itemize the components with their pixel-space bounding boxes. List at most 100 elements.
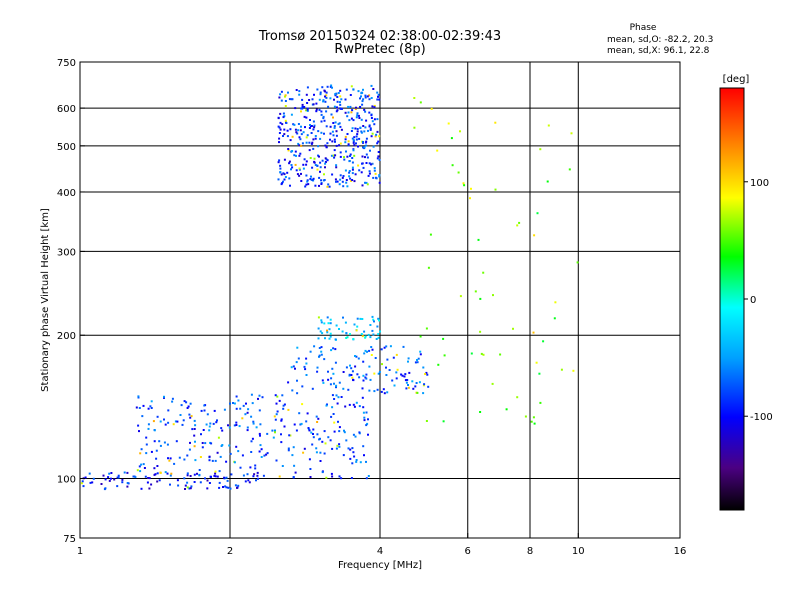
data-point: [324, 442, 327, 445]
data-point: [233, 424, 236, 427]
data-point: [339, 101, 341, 104]
colorbar-label: [deg]: [723, 74, 750, 85]
data-point: [304, 126, 306, 129]
data-point: [193, 419, 196, 422]
data-point: [259, 444, 262, 447]
data-point: [339, 155, 342, 158]
data-point: [362, 125, 365, 127]
data-point: [300, 144, 303, 147]
data-point: [416, 391, 419, 394]
data-point: [346, 115, 349, 118]
data-point: [323, 452, 326, 455]
data-point: [361, 155, 364, 158]
data-point: [351, 172, 354, 175]
data-point: [292, 123, 295, 126]
data-point: [336, 109, 339, 112]
data-point: [306, 109, 309, 112]
data-point: [335, 384, 338, 387]
data-point: [351, 179, 354, 181]
data-points: [80, 84, 579, 491]
data-point: [284, 105, 287, 107]
data-point: [482, 353, 485, 356]
data-point: [378, 135, 381, 138]
data-point: [199, 481, 202, 484]
data-point: [175, 440, 178, 443]
data-point: [301, 142, 304, 145]
data-point: [329, 85, 332, 88]
data-point: [235, 407, 238, 410]
data-point: [180, 404, 183, 407]
data-point: [322, 115, 325, 118]
data-point: [150, 483, 153, 486]
data-point: [391, 379, 394, 382]
data-point: [326, 403, 328, 406]
data-point: [91, 481, 94, 484]
data-point: [386, 391, 389, 394]
data-point: [204, 477, 206, 480]
data-point: [312, 138, 315, 141]
data-point: [331, 367, 334, 370]
data-point: [291, 166, 294, 169]
data-point: [286, 135, 289, 138]
data-point: [189, 475, 192, 477]
data-point: [364, 336, 367, 339]
data-point: [282, 404, 285, 407]
data-point: [333, 430, 336, 433]
data-point: [371, 348, 374, 351]
data-point: [293, 464, 296, 467]
data-point: [319, 330, 322, 333]
data-point: [422, 392, 425, 395]
data-point: [345, 337, 348, 339]
data-point: [280, 99, 283, 102]
data-point: [319, 166, 322, 169]
data-point: [347, 447, 350, 450]
data-point: [153, 440, 156, 443]
data-point: [294, 471, 297, 474]
data-point: [149, 405, 152, 408]
data-point: [296, 173, 299, 176]
data-point: [539, 401, 542, 404]
data-point: [126, 482, 129, 484]
data-point: [186, 472, 189, 475]
data-point: [395, 371, 398, 374]
data-point: [327, 322, 330, 325]
data-point: [362, 98, 365, 101]
data-point: [369, 128, 372, 131]
data-point: [516, 396, 519, 399]
data-point: [418, 381, 421, 384]
data-point: [393, 384, 396, 387]
data-point: [357, 90, 360, 93]
data-point: [287, 381, 290, 384]
data-point: [276, 410, 279, 413]
data-point: [339, 125, 342, 128]
data-point: [317, 337, 320, 340]
data-point: [315, 415, 318, 418]
data-point: [368, 365, 371, 368]
data-point: [365, 162, 368, 164]
data-point: [365, 424, 368, 427]
data-point: [123, 471, 126, 474]
data-point: [235, 424, 238, 426]
data-point: [554, 301, 557, 304]
data-point: [259, 423, 262, 426]
data-point: [176, 420, 179, 423]
data-point: [183, 400, 186, 403]
data-point: [331, 130, 334, 133]
data-point: [329, 332, 332, 335]
data-point: [291, 150, 294, 152]
data-point: [216, 475, 219, 478]
data-point: [505, 408, 508, 411]
data-point: [299, 423, 302, 426]
data-point: [494, 188, 497, 191]
data-point: [370, 114, 373, 117]
data-point: [330, 377, 333, 380]
data-point: [298, 168, 301, 171]
data-point: [341, 107, 343, 110]
data-point: [214, 459, 217, 462]
data-point: [252, 475, 255, 478]
data-point: [345, 332, 348, 335]
data-point: [424, 373, 427, 375]
data-point: [350, 85, 353, 88]
data-point: [342, 387, 345, 390]
data-point: [278, 96, 281, 99]
